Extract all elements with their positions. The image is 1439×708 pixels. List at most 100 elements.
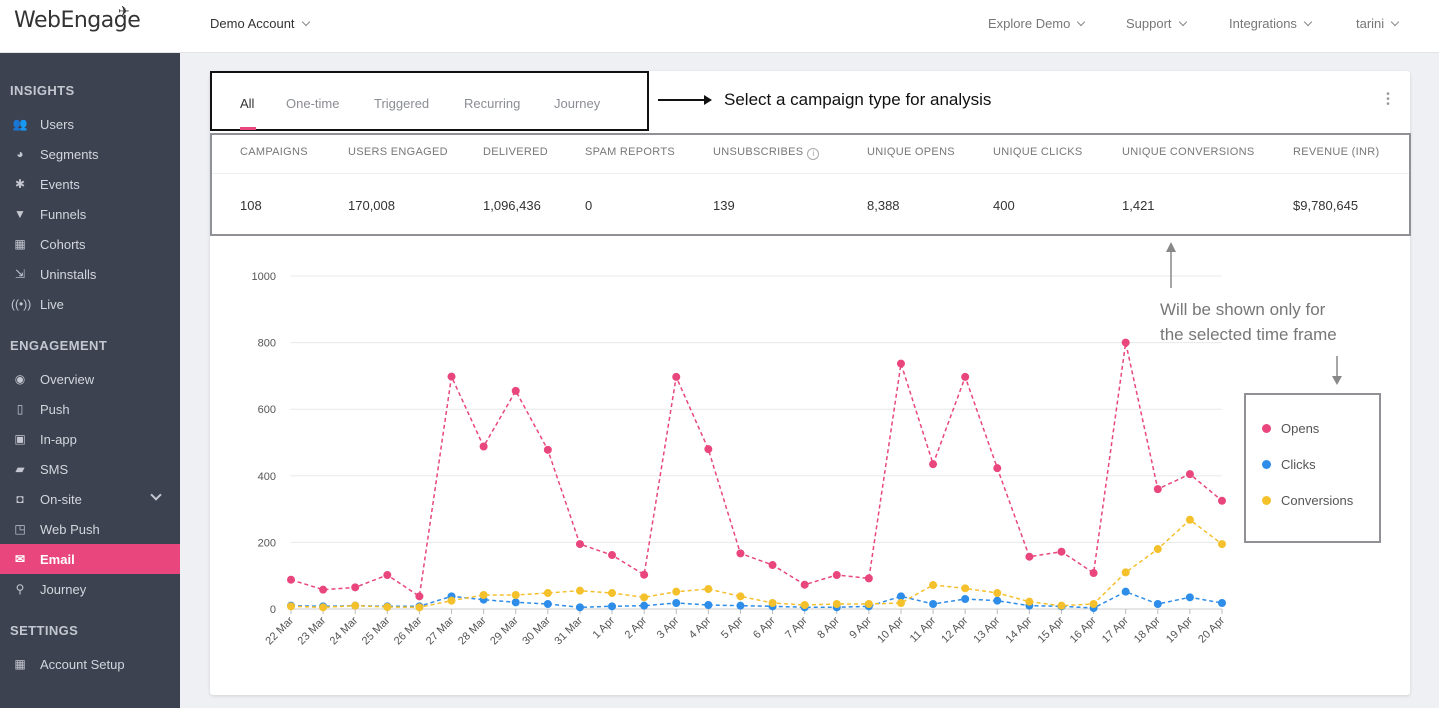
sidebar-item-push[interactable]: ▯ Push <box>0 394 180 424</box>
nav-explore-demo[interactable]: Explore Demo <box>988 16 1086 31</box>
sidebar-item-web-push[interactable]: ◳ Web Push <box>0 514 180 544</box>
data-point-conversions <box>929 581 938 590</box>
data-point-conversions <box>479 591 488 600</box>
x-tick-label: 10 Apr <box>875 614 906 645</box>
tab-recurring[interactable]: Recurring <box>464 96 521 111</box>
data-point-opens <box>929 460 938 469</box>
data-point-conversions <box>640 593 649 602</box>
users-icon: 👥 <box>12 117 28 131</box>
x-tick-label: 27 Mar <box>424 614 457 647</box>
legend-label: Opens <box>1281 421 1320 436</box>
data-point-conversions <box>736 592 745 601</box>
pie-icon: ◕ <box>16 147 24 161</box>
sidebar-item-label: Funnels <box>40 207 87 222</box>
sidebar-item-funnels[interactable]: ▼ Funnels <box>0 199 180 229</box>
data-point-opens <box>736 549 745 558</box>
logo-text: WebEngage <box>14 8 141 33</box>
data-point-opens <box>961 372 970 381</box>
data-point-clicks <box>929 600 938 609</box>
legend-label: Clicks <box>1281 457 1316 472</box>
data-point-conversions <box>351 601 360 610</box>
annotation-down-arrow-head <box>1332 376 1342 385</box>
data-point-conversions <box>511 591 520 600</box>
tab-all[interactable]: All <box>240 96 255 111</box>
stat-value-unsubscribes: 139 <box>713 198 735 213</box>
sidebar-item-sms[interactable]: ▰ SMS <box>0 454 180 484</box>
data-point-opens <box>319 585 328 594</box>
data-point-opens <box>1057 547 1066 556</box>
stat-header-delivered: DELIVERED <box>483 146 549 158</box>
y-tick-label: 800 <box>258 338 276 350</box>
series-line-conversions <box>290 518 1223 609</box>
campaign-type-tabs: All One-time Triggered Recurring Journey <box>210 71 649 131</box>
legend-opens[interactable]: Opens <box>1262 421 1319 436</box>
legend-conversions[interactable]: Conversions <box>1262 493 1353 508</box>
sidebar-item-segments[interactable]: ◕ Segments <box>0 139 180 169</box>
account-switcher[interactable]: Demo Account <box>210 16 310 31</box>
y-tick-label: 400 <box>258 471 276 483</box>
sidebar-item-on-site[interactable]: ◘ On-site <box>0 484 180 514</box>
sidebar-item-email[interactable]: ✉ Email <box>0 544 180 574</box>
annotation-arrow <box>658 99 706 101</box>
sidebar-item-cohorts[interactable]: ▦ Cohorts <box>0 229 180 259</box>
sidebar-item-in-app[interactable]: ▣ In-app <box>0 424 180 454</box>
stat-value-users-engaged: 170,008 <box>348 198 395 213</box>
sidebar-section-engagement: ENGAGEMENT <box>10 338 108 353</box>
webengage-logo[interactable]: WebEngage ✈ <box>14 4 141 33</box>
nav-integrations[interactable]: Integrations <box>1229 16 1313 31</box>
settings-grid-icon: ▦ <box>14 657 26 671</box>
data-point-conversions <box>1185 515 1194 524</box>
more-options-icon[interactable]: • • • <box>1386 89 1390 110</box>
data-point-opens <box>287 575 295 584</box>
stats-divider <box>212 173 1409 174</box>
stat-value-unique-clicks: 400 <box>993 198 1015 213</box>
sidebar-item-label: Uninstalls <box>40 267 97 282</box>
data-point-opens <box>896 359 905 368</box>
x-tick-label: 29 Mar <box>488 614 521 647</box>
sidebar-item-overview[interactable]: ◉ Overview <box>0 364 180 394</box>
stat-value-revenue: $9,780,645 <box>1293 198 1359 213</box>
nav-user-menu[interactable]: tarini <box>1356 16 1400 31</box>
data-point-conversions <box>1153 545 1162 554</box>
x-tick-label: 1 Apr <box>591 614 618 641</box>
data-point-conversions <box>543 589 552 598</box>
annotation-arrow-head <box>704 95 712 105</box>
data-point-opens <box>351 583 360 592</box>
legend-clicks[interactable]: Clicks <box>1262 457 1316 472</box>
info-icon[interactable]: i <box>807 148 820 160</box>
tab-journey[interactable]: Journey <box>554 96 601 111</box>
data-point-opens <box>1089 569 1098 578</box>
sidebar-item-label: Segments <box>40 147 99 162</box>
data-point-opens <box>1218 496 1226 505</box>
sidebar-item-uninstalls[interactable]: ⇲ Uninstalls <box>0 259 180 289</box>
annotation-stats-note-line2: the selected time frame <box>1160 325 1337 344</box>
x-tick-label: 6 Apr <box>751 614 778 641</box>
sidebar-item-account-setup[interactable]: ▦ Account Setup <box>0 649 180 679</box>
stat-value-campaigns: 108 <box>240 198 262 213</box>
sidebar-item-live[interactable]: ((•)) Live <box>0 289 180 319</box>
data-point-conversions <box>1121 568 1130 577</box>
sidebar-item-journey[interactable]: ⚲ Journey <box>0 574 180 604</box>
account-name: Demo Account <box>210 16 295 31</box>
x-tick-label: 26 Mar <box>392 614 425 647</box>
sidebar-item-label: Account Setup <box>40 657 125 672</box>
grid-icon: ▦ <box>14 237 26 251</box>
tab-one-time[interactable]: One-time <box>286 96 340 111</box>
stat-value-unique-conversions: 1,421 <box>1122 198 1155 213</box>
data-point-conversions <box>961 584 970 593</box>
data-point-clicks <box>672 599 681 608</box>
stat-value-spam-reports: 0 <box>585 198 593 213</box>
chat-icon: ▰ <box>15 462 25 476</box>
sidebar-item-label: Overview <box>40 372 95 387</box>
stat-header-unique-conversions: UNIQUE CONVERSIONS <box>1122 146 1255 158</box>
inapp-icon: ▣ <box>14 432 26 446</box>
tab-triggered[interactable]: Triggered <box>374 96 430 111</box>
sidebar-item-events[interactable]: ✱ Events <box>0 169 180 199</box>
x-tick-label: 20 Apr <box>1196 614 1227 645</box>
sidebar-item-users[interactable]: 👥 Users <box>0 109 180 139</box>
x-tick-label: 11 Apr <box>908 614 939 645</box>
nav-support[interactable]: Support <box>1126 16 1187 31</box>
data-point-opens <box>1121 338 1130 347</box>
series-line-opens <box>290 342 1223 598</box>
data-point-conversions <box>319 603 328 612</box>
